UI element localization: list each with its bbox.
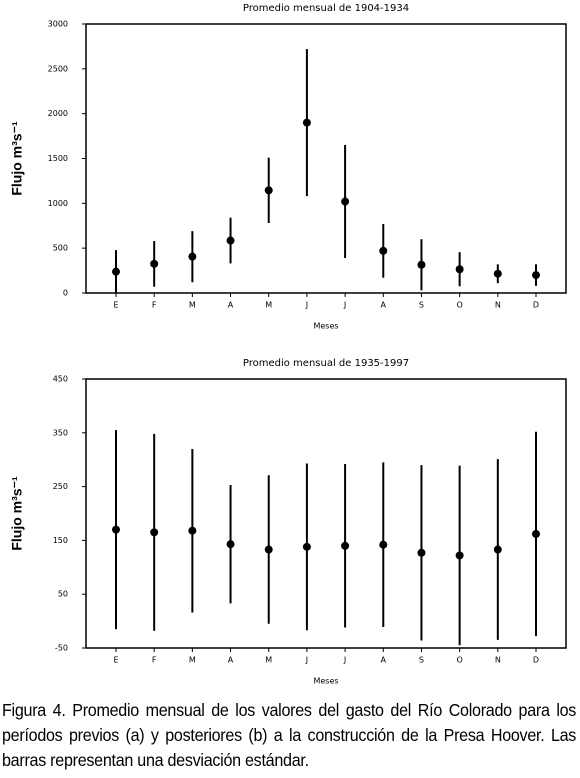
x-tick-label: D xyxy=(533,301,539,310)
y-tick-label: 3000 xyxy=(48,20,68,29)
x-tick-label: F xyxy=(152,301,157,310)
chart-title: Promedio mensual de 1904-1934 xyxy=(243,3,409,14)
y-tick-label: 2500 xyxy=(48,64,68,73)
mean-point xyxy=(532,271,540,280)
plot-frame xyxy=(85,23,567,294)
x-tick-label: O xyxy=(456,301,462,310)
x-tick-label: M xyxy=(189,301,196,310)
mean-point xyxy=(341,541,350,550)
y-axis-label: Flujo m³s⁻¹ xyxy=(9,476,25,551)
mean-point xyxy=(150,528,159,537)
mean-point xyxy=(302,542,311,551)
x-tick-label: F xyxy=(152,656,157,665)
mean-point xyxy=(112,267,120,276)
chart-title: Promedio mensual de 1935-1997 xyxy=(243,358,409,369)
x-tick-label: N xyxy=(495,301,501,310)
mean-point xyxy=(455,551,464,560)
x-tick-label: A xyxy=(381,301,387,310)
caption: Figura 4. Promedio mensual de los valore… xyxy=(2,700,577,770)
mean-point xyxy=(302,118,311,127)
mean-point xyxy=(188,252,197,261)
mean-point xyxy=(379,246,388,255)
mean-point xyxy=(112,525,120,534)
mean-point xyxy=(532,529,540,538)
y-tick-label: 150 xyxy=(53,536,68,545)
figure: Promedio mensual de 1904-1934 Flujo m³s⁻¹… xyxy=(9,3,567,686)
x-axis-label: Meses xyxy=(313,677,338,686)
y-tick-label: -50 xyxy=(55,644,68,653)
x-tick-label: A xyxy=(228,656,234,665)
y-tick-label: 50 xyxy=(58,590,68,599)
mean-point xyxy=(226,236,235,245)
x-tick-label: M xyxy=(265,301,272,310)
y-tick-label: 350 xyxy=(53,428,68,437)
mean-point xyxy=(493,269,502,278)
mean-point xyxy=(493,545,502,554)
x-tick-label: N xyxy=(495,656,501,665)
y-tick-label: 1000 xyxy=(48,199,68,208)
x-tick-label: S xyxy=(419,301,424,310)
x-tick-label: M xyxy=(189,656,196,665)
x-tick-label: J xyxy=(305,656,308,665)
mean-point xyxy=(264,545,273,554)
mean-point xyxy=(226,540,235,549)
mean-point xyxy=(379,540,388,549)
mean-point xyxy=(264,186,273,195)
x-tick-label: S xyxy=(419,656,424,665)
y-tick-label: 250 xyxy=(53,482,68,491)
mean-point xyxy=(417,260,426,269)
x-tick-label: J xyxy=(343,656,346,665)
plot-frame xyxy=(85,378,567,649)
x-tick-label: J xyxy=(305,301,308,310)
x-tick-label: A xyxy=(228,301,234,310)
x-tick-label: D xyxy=(533,656,539,665)
y-tick-label: 1500 xyxy=(48,154,68,163)
x-tick-label: J xyxy=(343,301,346,310)
y-tick-label: 450 xyxy=(53,375,68,384)
y-axis-label: Flujo m³s⁻¹ xyxy=(9,121,25,196)
x-tick-label: M xyxy=(265,656,272,665)
mean-point xyxy=(417,548,426,557)
x-tick-label: A xyxy=(381,656,387,665)
x-tick-label: O xyxy=(456,656,462,665)
mean-point xyxy=(455,265,464,274)
x-axis-label: Meses xyxy=(313,322,338,331)
y-tick-label: 0 xyxy=(63,289,68,298)
x-tick-label: E xyxy=(113,656,118,665)
y-tick-label: 500 xyxy=(53,244,68,253)
y-tick-label: 2000 xyxy=(48,109,68,118)
x-tick-label: E xyxy=(113,301,118,310)
mean-point xyxy=(341,197,350,206)
mean-point xyxy=(188,526,197,535)
mean-point xyxy=(150,259,159,268)
